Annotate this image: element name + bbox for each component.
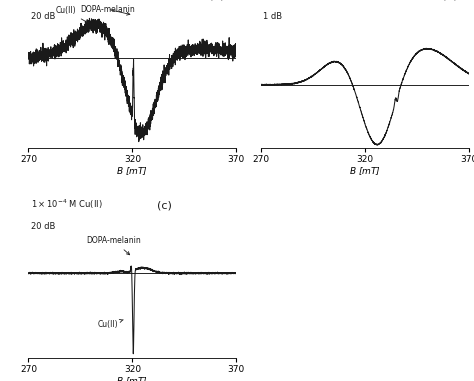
Text: Cu(II): Cu(II) (97, 319, 123, 329)
Text: (a): (a) (210, 0, 225, 1)
Text: $1\times10^{-4}$ M Cu(II): $1\times10^{-4}$ M Cu(II) (30, 197, 102, 211)
X-axis label: $B$ [mT]: $B$ [mT] (117, 165, 148, 177)
Text: DOPA-melanin: DOPA-melanin (86, 236, 141, 255)
Text: 20 dB: 20 dB (30, 222, 55, 231)
X-axis label: $B$ [mT]: $B$ [mT] (349, 165, 381, 177)
Text: DOPA-melanin: DOPA-melanin (80, 5, 135, 15)
Text: $1\times10^{-3}$ M Cu(II): $1\times10^{-3}$ M Cu(II) (264, 0, 335, 1)
Text: $10^{-3}$ M Cu(II): $10^{-3}$ M Cu(II) (30, 0, 87, 1)
Text: (b): (b) (442, 0, 458, 1)
Text: 20 dB: 20 dB (30, 12, 55, 21)
X-axis label: $B$ [mT]: $B$ [mT] (117, 375, 148, 381)
Text: Cu(II): Cu(II) (55, 6, 94, 26)
Text: 1 dB: 1 dB (264, 12, 283, 21)
Text: (c): (c) (157, 201, 172, 211)
